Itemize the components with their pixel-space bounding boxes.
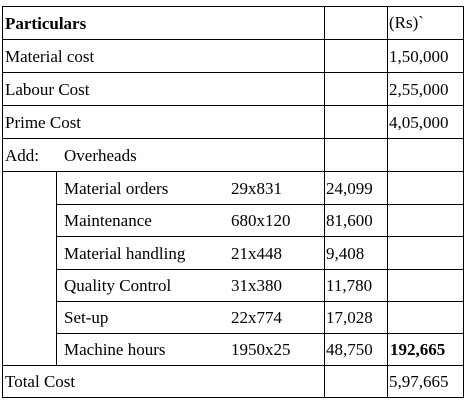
overhead-value: 48,750 [326, 340, 373, 359]
overhead-value: 11,780 [326, 276, 373, 295]
overhead-value: 17,028 [326, 308, 373, 327]
row-divider [2, 365, 464, 366]
row-divider [2, 138, 464, 139]
overheads-label: Overheads [64, 146, 137, 165]
prime-cost-label: Prime Cost [5, 113, 82, 132]
overhead-label: Machine hours [64, 340, 166, 359]
row-divider [2, 39, 464, 40]
labour-cost-label: Labour Cost [5, 80, 90, 99]
overhead-calc: 31x380 [231, 276, 282, 295]
currency-header: (Rs)` [389, 13, 424, 32]
labour-cost-amount: 2,55,000 [389, 80, 449, 99]
overhead-label: Set-up [64, 308, 109, 327]
overhead-value: 9,408 [326, 244, 365, 263]
row-divider [56, 301, 464, 302]
overhead-label: Material handling [64, 244, 186, 263]
column-divider [56, 171, 57, 366]
row-divider [2, 105, 464, 106]
total-cost-label: Total Cost [5, 372, 76, 391]
overhead-value: 24,099 [326, 179, 373, 198]
overhead-label: Material orders [64, 179, 169, 198]
overhead-value: 81,600 [326, 211, 373, 230]
column-divider [2, 6, 3, 398]
row-divider [56, 236, 464, 237]
row-divider [56, 204, 464, 205]
add-label: Add: [5, 146, 39, 165]
column-divider [387, 6, 388, 398]
overhead-label: Quality Control [64, 276, 172, 295]
row-divider [2, 6, 464, 7]
row-divider [2, 397, 464, 398]
row-divider [56, 333, 464, 334]
row-divider [56, 269, 464, 270]
overhead-label: Maintenance [64, 211, 152, 230]
overhead-calc: 21x448 [231, 244, 282, 263]
overhead-calc: 22x774 [231, 308, 282, 327]
particulars-header: Particulars [5, 14, 87, 33]
prime-cost-amount: 4,05,000 [389, 113, 449, 132]
material-cost-label: Material cost [5, 47, 95, 66]
overhead-calc: 29x831 [231, 179, 282, 198]
overhead-calc: 1950x25 [231, 340, 291, 359]
row-divider [2, 72, 464, 73]
column-divider [324, 6, 325, 398]
cost-sheet-table: Particulars (Rs)` Material cost 1,50,000… [2, 6, 464, 398]
total-cost-amount: 5,97,665 [389, 372, 449, 391]
material-cost-amount: 1,50,000 [389, 47, 449, 66]
row-divider [2, 171, 464, 172]
overhead-calc: 680x120 [231, 211, 291, 230]
overheads-total: 192,665 [390, 340, 446, 359]
column-divider [463, 6, 464, 398]
